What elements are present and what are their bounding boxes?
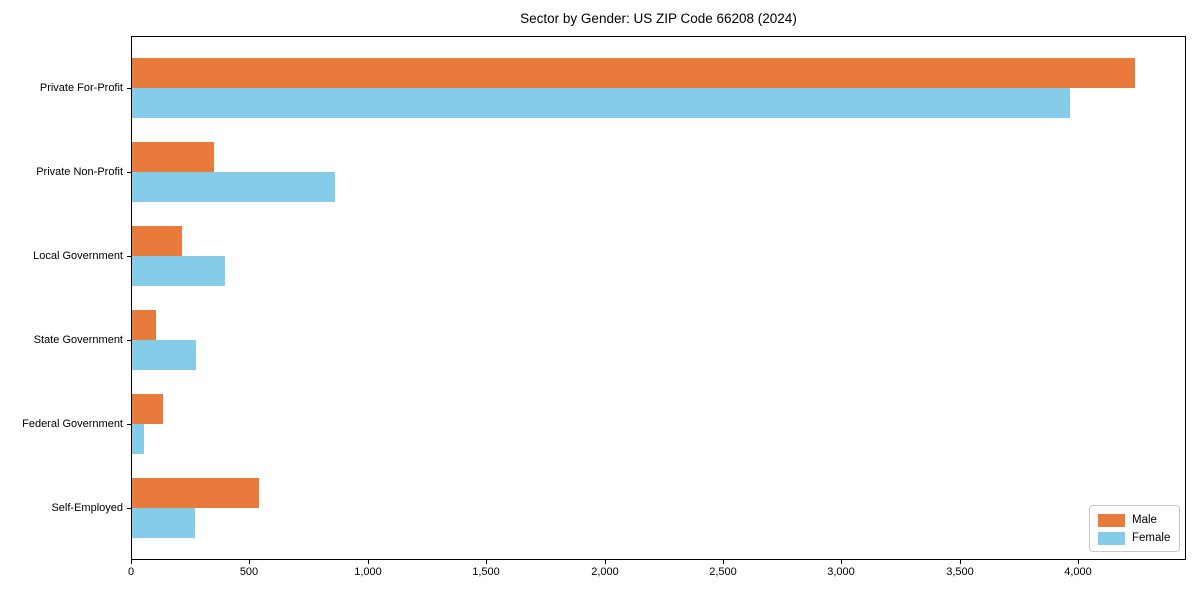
x-tick-mark: [486, 560, 487, 564]
bar-male-local-government: [132, 226, 182, 256]
bar-female-self-employed: [132, 508, 195, 538]
x-tick-label-2000: 2,000: [591, 566, 619, 578]
bar-male-private-for-profit: [132, 58, 1135, 88]
bar-female-local-government: [132, 256, 225, 286]
y-tick-mark: [127, 88, 131, 89]
y-tick-mark: [127, 256, 131, 257]
x-tick-label-1500: 1,500: [472, 566, 500, 578]
y-tick-mark: [127, 172, 131, 173]
x-tick-mark: [249, 560, 250, 564]
bar-male-self-employed: [132, 478, 259, 508]
legend-entry-male: Male: [1098, 511, 1179, 529]
x-tick-label-4000: 4,000: [1064, 566, 1092, 578]
bar-female-federal-government: [132, 424, 144, 454]
bar-female-state-government: [132, 340, 196, 370]
x-tick-mark: [960, 560, 961, 564]
x-tick-mark: [841, 560, 842, 564]
x-tick-label-3000: 3,000: [827, 566, 855, 578]
y-tick-label-federal-government: Federal Government: [22, 418, 123, 430]
y-tick-label-self-employed: Self-Employed: [51, 502, 123, 514]
bar-male-federal-government: [132, 394, 163, 424]
legend-swatch-female: [1098, 531, 1125, 545]
y-tick-label-private-non-profit: Private Non-Profit: [36, 166, 123, 178]
y-tick-mark: [127, 340, 131, 341]
legend-entry-female: Female: [1098, 529, 1179, 547]
x-tick-mark: [605, 560, 606, 564]
y-tick-label-state-government: State Government: [33, 334, 123, 346]
x-tick-mark: [723, 560, 724, 564]
plot-area: [131, 36, 1186, 560]
legend-label-female: Female: [1132, 532, 1171, 544]
legend: Male Female: [1089, 505, 1180, 552]
x-tick-mark: [368, 560, 369, 564]
bar-male-state-government: [132, 310, 156, 340]
legend-swatch-male: [1098, 513, 1125, 527]
y-tick-label-local-government: Local Government: [33, 250, 123, 262]
y-tick-mark: [127, 508, 131, 509]
x-tick-label-2500: 2,500: [709, 566, 737, 578]
x-tick-label-1000: 1,000: [354, 566, 382, 578]
x-tick-label-500: 500: [239, 566, 259, 578]
y-tick-label-private-for-profit: Private For-Profit: [39, 82, 123, 94]
x-tick-mark: [1078, 560, 1079, 564]
bar-female-private-non-profit: [132, 172, 335, 202]
x-tick-mark: [131, 560, 132, 564]
legend-label-male: Male: [1132, 514, 1157, 526]
bar-male-private-non-profit: [132, 142, 214, 172]
y-tick-mark: [127, 424, 131, 425]
x-tick-label-0: 0: [127, 566, 135, 578]
bar-female-private-for-profit: [132, 88, 1070, 118]
x-tick-label-3500: 3,500: [946, 566, 974, 578]
chart-title: Sector by Gender: US ZIP Code 66208 (202…: [520, 11, 797, 26]
